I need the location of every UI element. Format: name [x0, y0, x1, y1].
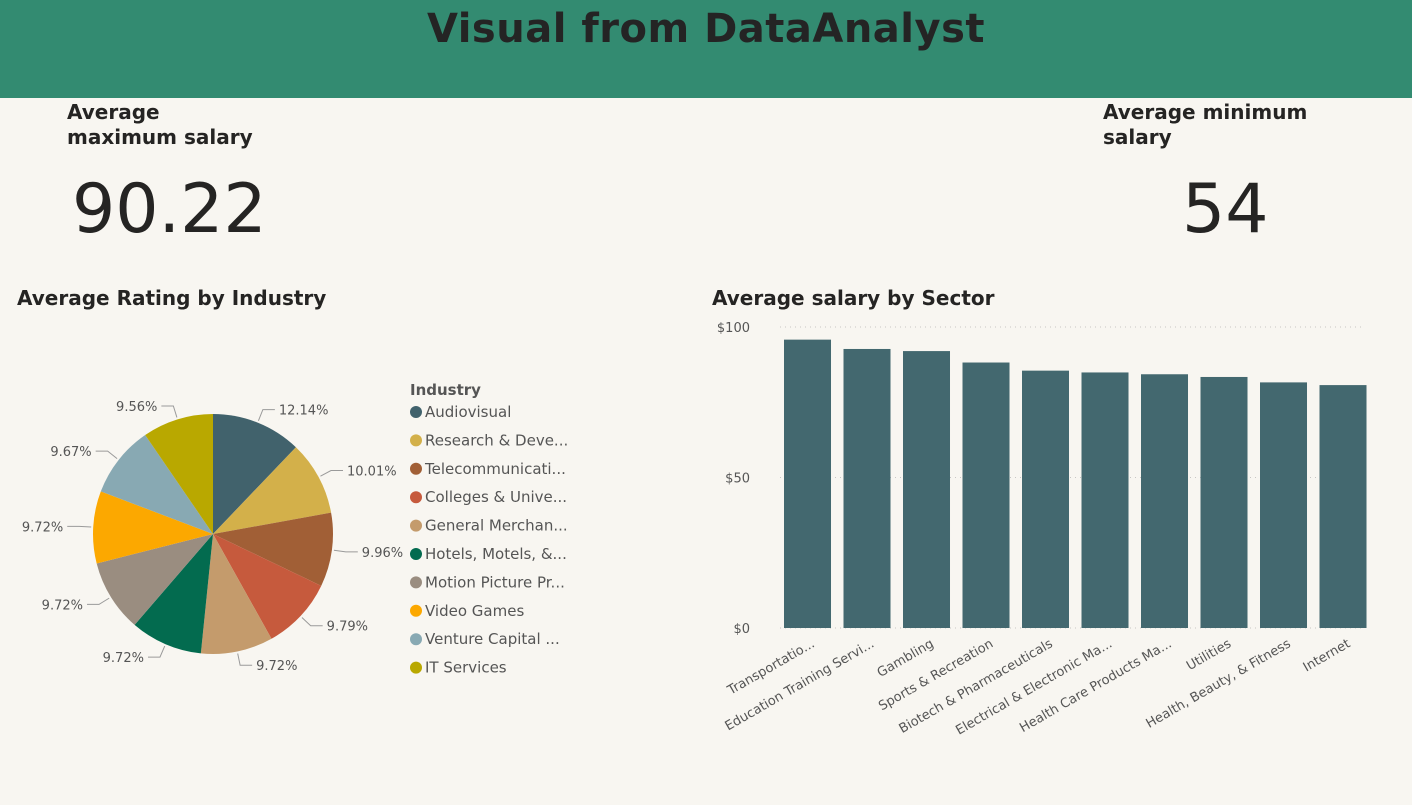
pie-slice[interactable] — [213, 414, 296, 534]
bar[interactable] — [1022, 370, 1070, 628]
pie-leader-line — [161, 405, 178, 418]
max-salary-label-line1: Average — [67, 100, 160, 124]
bar-y-tick-label: $50 — [725, 472, 750, 487]
pie-data-label: 9.72% — [22, 520, 63, 535]
pie-slice[interactable] — [200, 534, 272, 654]
pie-leader-line — [67, 525, 92, 528]
pie-legend-marker — [410, 406, 422, 418]
pie-legend-marker — [410, 519, 422, 532]
pie-legend-item[interactable]: Telecommunicati... — [424, 460, 566, 478]
pie-leader-line — [301, 617, 323, 627]
pie-legend-item[interactable]: Audiovisual — [425, 403, 511, 421]
pie-legend-item[interactable]: Motion Picture Pr... — [425, 573, 565, 591]
pie-data-label: 9.72% — [103, 651, 144, 666]
max-salary-label-line2: maximum salary — [67, 125, 253, 149]
pie-legend-marker — [410, 661, 422, 674]
max-salary-card-label: Average maximum salary — [67, 100, 253, 150]
pie-legend-marker — [410, 434, 422, 447]
page-title: Visual from DataAnalyst — [426, 6, 986, 52]
pie-legend-title: Industry — [410, 381, 481, 399]
min-salary-card-label: Average minimum salary — [1103, 100, 1307, 150]
pie-legend-item[interactable]: IT Services — [425, 659, 507, 677]
pie-legend-item[interactable]: Colleges & Unive... — [425, 488, 567, 506]
bar-x-tick-label: Utilities — [1184, 636, 1234, 674]
pie-legend-item[interactable]: Research & Deve... — [425, 431, 568, 449]
bar-y-tick-label: $0 — [733, 622, 750, 637]
pie-slice[interactable] — [134, 534, 213, 654]
pie-slice[interactable] — [100, 435, 213, 534]
pie-leader-line — [333, 549, 358, 553]
min-salary-label-line2: salary — [1103, 125, 1172, 149]
pie-leader-line — [95, 450, 118, 459]
pie-leader-line — [320, 470, 344, 477]
pie-legend-marker — [410, 604, 422, 617]
pie-data-label: 10.01% — [347, 465, 397, 480]
bar-x-tick-label: Internet — [1301, 636, 1353, 675]
bar[interactable] — [784, 339, 832, 628]
pie-legend-marker — [410, 491, 422, 504]
pie-leader-line — [237, 653, 253, 666]
max-salary-value: 90.22 — [72, 170, 267, 249]
pie-leader-line — [257, 409, 275, 421]
pie-data-label: 9.56% — [116, 400, 157, 415]
bar-chart-title: Average salary by Sector — [712, 286, 995, 310]
min-salary-label-line1: Average minimum — [1103, 100, 1308, 124]
pie-slice[interactable] — [93, 491, 213, 564]
pie-chart: 12.14% 10.01% 9.96% 9.79% 9.72% 9.72% 9.72% 9.7… — [22, 381, 568, 677]
pie-leader-line — [147, 645, 166, 658]
bar[interactable] — [903, 351, 951, 628]
bar[interactable] — [1200, 376, 1248, 628]
bar[interactable] — [1081, 372, 1129, 628]
bar[interactable] — [962, 362, 1010, 628]
bar[interactable] — [843, 348, 891, 628]
pie-legend-marker — [410, 576, 422, 589]
pie-data-label: 9.72% — [256, 659, 297, 674]
pie-slice[interactable] — [213, 447, 332, 534]
pie-slice[interactable] — [96, 534, 213, 625]
pie-legend-marker — [410, 462, 422, 475]
header-banner: Visual from DataAnalyst — [0, 0, 1412, 98]
pie-legend-item[interactable]: Hotels, Motels, &... — [425, 545, 567, 563]
pie-data-label: 9.67% — [50, 445, 91, 460]
min-salary-value: 54 — [1182, 170, 1269, 249]
pie-legend-marker — [410, 548, 422, 560]
bar[interactable] — [1141, 374, 1189, 628]
pie-legend-item[interactable]: General Merchan... — [425, 517, 568, 535]
pie-data-label: 9.72% — [42, 598, 83, 613]
pie-data-label: 12.14% — [279, 404, 329, 419]
pie-slice[interactable] — [213, 534, 322, 639]
bar-y-tick-label: $100 — [717, 321, 750, 336]
pie-slice[interactable] — [145, 414, 213, 534]
bar[interactable] — [1319, 385, 1367, 628]
pie-legend-item[interactable]: Venture Capital ... — [425, 630, 560, 648]
pie-data-label: 9.79% — [327, 620, 368, 635]
pie-chart-title: Average Rating by Industry — [17, 286, 327, 310]
pie-data-label: 9.96% — [362, 546, 403, 561]
bar[interactable] — [1260, 382, 1308, 628]
pie-leader-line — [86, 597, 110, 605]
pie-slice[interactable] — [213, 512, 333, 586]
pie-legend-marker — [410, 633, 422, 646]
pie-legend-item[interactable]: Video Games — [425, 602, 524, 620]
